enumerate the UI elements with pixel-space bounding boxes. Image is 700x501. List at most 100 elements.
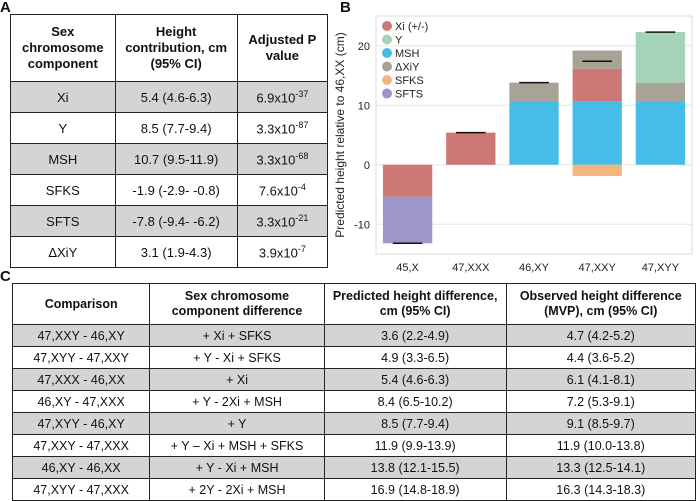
contribution-cell: 5.4 (4.6-6.3) bbox=[114, 81, 238, 113]
observed-cell: 11.9 (10.0-13.8) bbox=[505, 434, 697, 457]
p-value-exponent: -21 bbox=[295, 212, 309, 223]
difference-cell: + Y - 2Xi + MSH bbox=[149, 390, 325, 413]
header-observed-difference: Observed height difference (MVP), cm (95… bbox=[505, 283, 697, 325]
p-value-base: 3.9x10 bbox=[258, 245, 298, 261]
p-value-base: 7.6x10 bbox=[258, 183, 298, 199]
header-component-difference: Sex chromosome component difference bbox=[149, 283, 325, 325]
comparison-table: Comparison Sex chromosome component diff… bbox=[11, 283, 697, 501]
difference-cell: + Y - Xi + SFKS bbox=[149, 346, 325, 369]
p-value-base: 6.9x10 bbox=[256, 90, 296, 106]
panel-a-label: A bbox=[0, 0, 11, 16]
difference-cell: + Xi bbox=[149, 368, 325, 391]
comparison-cell: 47,XXX - 46,XX bbox=[11, 368, 151, 391]
p-value-exponent: -68 bbox=[295, 150, 309, 161]
table-a-body: Xi 5.4 (4.6-6.3) 6.9x10-37 Y 8.5 (7.7-9.4) 3.… bbox=[10, 81, 329, 268]
predicted-cell: 4.9 (3.3-6.5) bbox=[323, 346, 507, 369]
x-tick-label: 47,XYY bbox=[642, 262, 680, 274]
bar-segment bbox=[382, 164, 433, 197]
legend-swatch bbox=[382, 21, 392, 31]
y-tick-label: 20 bbox=[358, 41, 370, 53]
p-value-cell: 6.9x10-37 bbox=[236, 81, 329, 113]
legend-swatch bbox=[382, 34, 392, 45]
table-row: SFKS -1.9 (-2.9- -0.8) 7.6x10-4 bbox=[10, 174, 329, 206]
difference-cell: + Y – Xi + MSH + SFKS bbox=[149, 434, 325, 457]
comparison-cell: 47,XYY - 47,XXY bbox=[11, 346, 151, 369]
legend-swatch bbox=[382, 48, 392, 58]
table-row: Xi 5.4 (4.6-6.3) 6.9x10-37 bbox=[10, 81, 329, 113]
component-cell: MSH bbox=[10, 143, 116, 175]
y-axis-label: Predicted height relative to 46,XX (cm) bbox=[333, 32, 347, 237]
difference-cell: + Y bbox=[149, 412, 325, 435]
component-cell: Xi bbox=[10, 81, 116, 113]
table-a-header-row: Sex chromosome component Height contribu… bbox=[10, 14, 329, 82]
y-tick-label: -10 bbox=[354, 219, 370, 231]
difference-cell: + Y - Xi + MSH bbox=[149, 456, 325, 479]
predicted-cell: 5.4 (4.6-6.3) bbox=[323, 368, 507, 391]
comparison-cell: 46,XY - 47,XXX bbox=[11, 390, 151, 413]
legend-label: SFKS bbox=[395, 75, 424, 87]
header-predicted-difference: Predicted height difference, cm (95% CI) bbox=[323, 283, 507, 325]
p-value-base: 3.3x10 bbox=[256, 152, 296, 168]
legend-label: Y bbox=[395, 35, 403, 47]
table-row: SFTS -7.8 (-9.4- -6.2) 3.3x10-21 bbox=[10, 205, 329, 237]
bar-segment bbox=[382, 196, 433, 244]
table-row: 47,XXY - 47,XXX + Y – Xi + MSH + SFKS 11.9… bbox=[11, 434, 697, 457]
difference-cell: + 2Y - 2Xi + MSH bbox=[149, 478, 325, 501]
predicted-cell: 3.6 (2.2-4.9) bbox=[323, 324, 507, 347]
table-row: Y 8.5 (7.7-9.4) 3.3x10-87 bbox=[10, 112, 329, 144]
contribution-cell: 10.7 (9.5-11.9) bbox=[114, 143, 238, 175]
table-row: ΔXiY 3.1 (1.9-4.3) 3.9x10-7 bbox=[10, 236, 329, 268]
legend-label: SFTS bbox=[395, 89, 423, 101]
p-value-cell: 3.3x10-87 bbox=[236, 112, 329, 144]
p-value-cell: 3.9x10-7 bbox=[236, 236, 329, 268]
observed-cell: 7.2 (5.3-9.1) bbox=[505, 390, 697, 413]
bar-segment bbox=[509, 82, 559, 102]
header-p-value: Adjusted P value bbox=[236, 14, 329, 82]
bar-segment bbox=[446, 132, 496, 165]
x-tick-label: 46,XY bbox=[519, 262, 550, 274]
header-component: Sex chromosome component bbox=[10, 14, 116, 82]
legend-swatch bbox=[382, 88, 392, 99]
bar-segment bbox=[635, 82, 686, 102]
comparison-cell: 47,XYY - 47,XXX bbox=[11, 478, 151, 501]
height-contribution-table: Sex chromosome component Height contribu… bbox=[10, 14, 329, 268]
contribution-cell: 3.1 (1.9-4.3) bbox=[114, 236, 238, 268]
component-cell: Y bbox=[10, 112, 116, 144]
p-value-cell: 3.3x10-68 bbox=[236, 143, 329, 175]
p-value-exponent: -37 bbox=[295, 88, 309, 99]
bar-segment bbox=[635, 101, 686, 165]
bar-segment bbox=[572, 50, 622, 69]
panel-c-label: C bbox=[0, 268, 11, 285]
contribution-cell: 8.5 (7.7-9.4) bbox=[114, 112, 238, 144]
difference-cell: + Xi + SFKS bbox=[149, 324, 325, 347]
table-c-body: 47,XXY - 46,XY + Xi + SFKS 3.6 (2.2-4.9) 4.… bbox=[11, 324, 697, 501]
legend-label: ΔXiY bbox=[395, 62, 420, 74]
predicted-cell: 8.5 (7.7-9.4) bbox=[323, 412, 507, 435]
table-row: MSH 10.7 (9.5-11.9) 3.3x10-68 bbox=[10, 143, 329, 175]
predicted-cell: 8.4 (6.5-10.2) bbox=[323, 390, 507, 413]
table-row: 47,XYY - 47,XXY + Y - Xi + SFKS 4.9 (3.3-6… bbox=[11, 346, 697, 369]
p-value-cell: 7.6x10-4 bbox=[236, 174, 329, 206]
component-cell: SFKS bbox=[10, 174, 116, 206]
observed-cell: 6.1 (4.1-8.1) bbox=[505, 368, 697, 391]
bar-segment bbox=[635, 32, 686, 83]
stacked-bar-chart: -10 0 10 20 Predicted height relative to 46,… bbox=[333, 15, 693, 274]
panel-b-label: B bbox=[340, 0, 351, 16]
x-tick-label: 45,X bbox=[396, 262, 419, 274]
observed-cell: 9.1 (8.5-9.7) bbox=[505, 412, 697, 435]
predicted-cell: 11.9 (9.9-13.9) bbox=[323, 434, 507, 457]
legend-label: Xi (+/-) bbox=[395, 21, 428, 33]
component-cell: ΔXiY bbox=[10, 236, 116, 268]
bar-segment bbox=[572, 164, 622, 177]
y-tick-label: 0 bbox=[364, 160, 370, 172]
header-contribution: Height contribution, cm (95% CI) bbox=[114, 14, 238, 82]
contribution-cell: -1.9 (-2.9- -0.8) bbox=[114, 174, 238, 206]
observed-cell: 13.3 (12.5-14.1) bbox=[505, 456, 697, 479]
comparison-cell: 47,XXY - 47,XXX bbox=[11, 434, 151, 457]
p-value-base: 3.3x10 bbox=[256, 121, 296, 137]
legend-swatch bbox=[382, 61, 392, 72]
predicted-cell: 13.8 (12.1-15.5) bbox=[323, 456, 507, 479]
observed-cell: 16.3 (14.3-18.3) bbox=[505, 478, 697, 501]
p-value-exponent: -4 bbox=[297, 181, 306, 192]
table-row: 47,XYY - 46,XY + Y 8.5 (7.7-9.4) 9.1 (8.5-9… bbox=[11, 412, 697, 435]
